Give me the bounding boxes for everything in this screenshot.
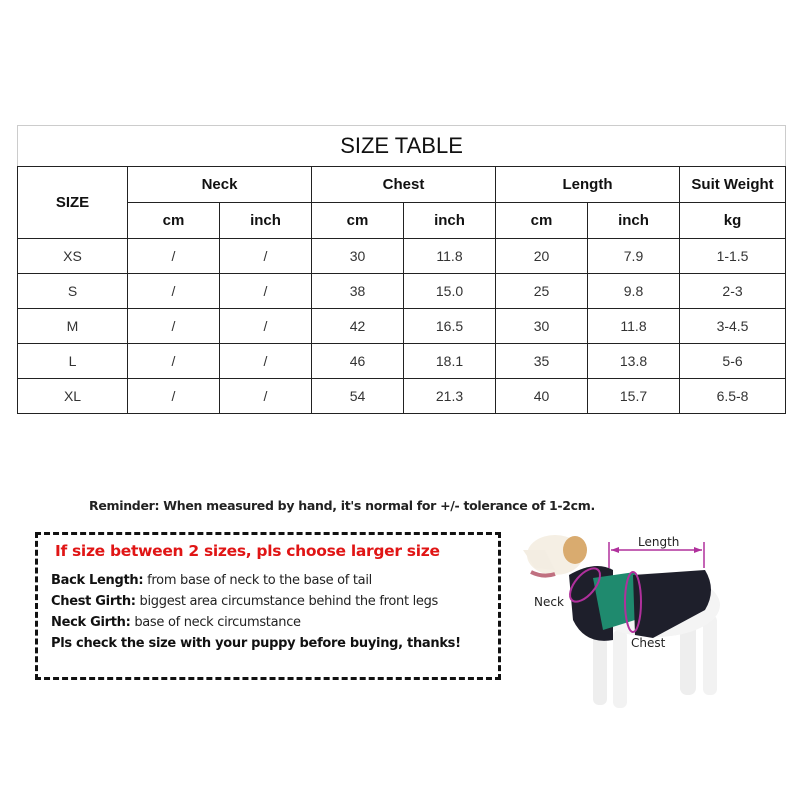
chest-girth-note: Chest Girth: biggest area circumstance b…	[51, 594, 439, 609]
value-cell: 40	[495, 378, 588, 414]
weight-header: Suit Weight	[678, 166, 787, 203]
unit-header: cm	[311, 202, 404, 239]
back-length-note: Back Length: from base of neck to the ba…	[51, 573, 372, 588]
value-cell: 30	[311, 238, 404, 274]
reminder-text: Reminder: When measured by hand, it's no…	[89, 498, 595, 513]
value-cell: /	[127, 343, 220, 379]
value-cell: 35	[495, 343, 588, 379]
value-cell: /	[219, 238, 312, 274]
value-cell: 38	[311, 273, 404, 309]
size-warning: If size between 2 sizes, pls choose larg…	[55, 542, 440, 560]
value-cell: 42	[311, 308, 404, 344]
dog-measurement-diagram: Length Neck Chest	[505, 520, 725, 720]
table-row: L //46 18.1 35 13.8 5-6	[17, 343, 787, 379]
value-cell: /	[219, 308, 312, 344]
value-cell: 15.7	[587, 378, 680, 414]
value-cell: /	[127, 238, 220, 274]
value-cell: 21.3	[403, 378, 496, 414]
table-row: M //42 16.5 30 11.8 3-4.5	[17, 308, 787, 344]
unit-header: inch	[587, 202, 680, 239]
size-table: SIZE TABLE SIZE Neck Chest Length Suit W…	[16, 125, 787, 414]
value-cell: 9.8	[587, 273, 680, 309]
value-cell: 7.9	[587, 238, 680, 274]
unit-header: cm	[127, 202, 220, 239]
unit-header: inch	[403, 202, 496, 239]
unit-header: kg	[678, 202, 787, 239]
neck-label: Neck	[534, 595, 564, 609]
value-cell: 1-1.5	[678, 238, 787, 274]
value-cell: 15.0	[403, 273, 496, 309]
value-cell: 54	[311, 378, 404, 414]
value-cell: /	[127, 308, 220, 344]
value-cell: /	[127, 273, 220, 309]
value-cell: 11.8	[587, 308, 680, 344]
table-title: SIZE TABLE	[16, 125, 787, 167]
length-header: Length	[495, 166, 680, 203]
value-cell: /	[219, 343, 312, 379]
table-row: XL //54 21.3 40 15.7 6.5-8	[17, 378, 787, 414]
value-cell: 3-4.5	[678, 308, 787, 344]
table-row: XS //30 11.8 20 7.9 1-1.5	[17, 238, 787, 274]
size-cell: L	[17, 343, 128, 379]
value-cell: 25	[495, 273, 588, 309]
closing-note: Pls check the size with your puppy befor…	[51, 636, 461, 651]
value-cell: /	[127, 378, 220, 414]
size-cell: XS	[17, 238, 128, 274]
value-cell: 2-3	[678, 273, 787, 309]
value-cell: 18.1	[403, 343, 496, 379]
chest-label: Chest	[631, 636, 666, 650]
dog-illustration	[523, 535, 720, 708]
length-label: Length	[638, 535, 680, 549]
neck-header: Neck	[127, 166, 312, 203]
size-header: SIZE	[17, 166, 128, 239]
value-cell: 16.5	[403, 308, 496, 344]
table-row: S //38 15.0 25 9.8 2-3	[17, 273, 787, 309]
value-cell: 46	[311, 343, 404, 379]
value-cell: 6.5-8	[678, 378, 787, 414]
size-cell: S	[17, 273, 128, 309]
size-cell: XL	[17, 378, 128, 414]
value-cell: 30	[495, 308, 588, 344]
neck-girth-note: Neck Girth: base of neck circumstance	[51, 615, 301, 630]
notice-box: If size between 2 sizes, pls choose larg…	[35, 532, 501, 680]
value-cell: 13.8	[587, 343, 680, 379]
value-cell: 5-6	[678, 343, 787, 379]
value-cell: 11.8	[403, 238, 496, 274]
value-cell: 20	[495, 238, 588, 274]
unit-header: inch	[219, 202, 312, 239]
size-cell: M	[17, 308, 128, 344]
unit-header: cm	[495, 202, 588, 239]
chest-header: Chest	[311, 166, 496, 203]
value-cell: /	[219, 273, 312, 309]
value-cell: /	[219, 378, 312, 414]
